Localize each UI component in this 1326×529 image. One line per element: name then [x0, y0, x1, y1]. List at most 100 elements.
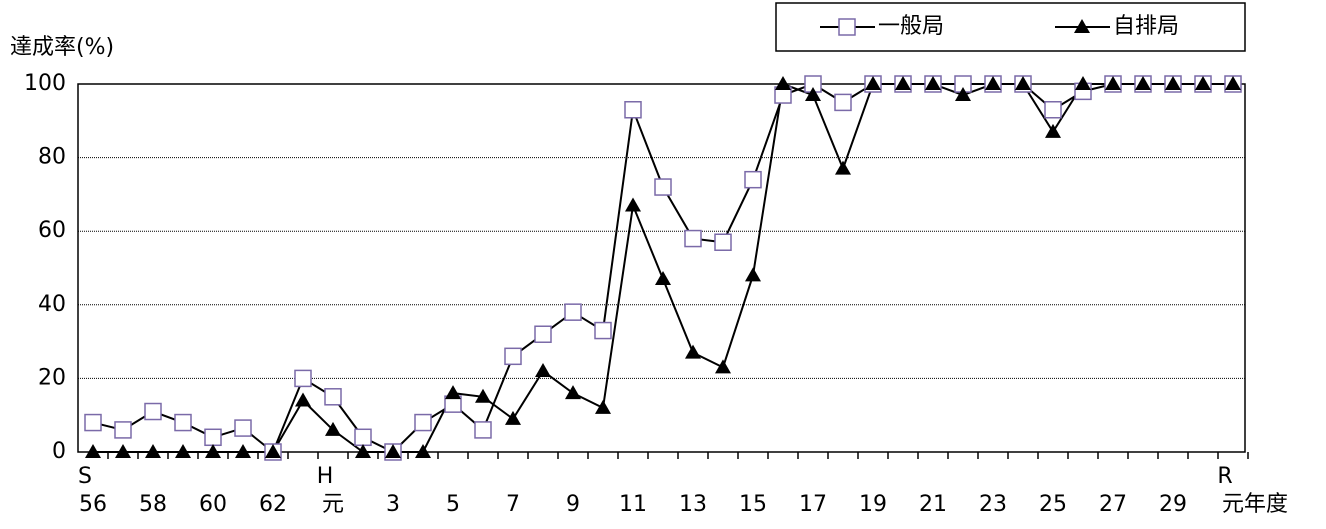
- legend-label: 自排局: [1113, 14, 1179, 39]
- data-point: [295, 392, 311, 407]
- legend-marker: [1074, 19, 1090, 33]
- data-point: [354, 428, 372, 447]
- legend-label: 一般局: [878, 14, 944, 39]
- x-tick-label: 19: [859, 492, 887, 517]
- x-tick-label: 9: [566, 492, 580, 517]
- data-point: [625, 197, 641, 212]
- era-label: S: [78, 464, 92, 489]
- y-tick-label: 0: [52, 439, 66, 464]
- data-point: [805, 87, 821, 102]
- data-point: [624, 101, 642, 119]
- data-point: [234, 419, 252, 437]
- data-point: [474, 421, 492, 439]
- x-axis-label: 年度: [1244, 492, 1288, 517]
- data-point: [505, 410, 521, 425]
- y-tick-label: 60: [38, 218, 66, 243]
- data-point: [834, 93, 852, 112]
- data-point: [385, 444, 401, 458]
- x-tick-label: 29: [1159, 492, 1187, 517]
- data-point: [324, 388, 342, 406]
- data-point: [475, 388, 491, 403]
- y-tick-label: 20: [38, 365, 66, 390]
- data-point: [265, 444, 281, 458]
- data-point: [445, 385, 461, 400]
- data-point: [355, 444, 371, 458]
- y-tick-label: 80: [38, 145, 66, 170]
- data-point: [1015, 76, 1031, 90]
- data-point: [835, 160, 851, 175]
- x-tick-label: 15: [739, 492, 767, 517]
- plot-frame: [77, 83, 1246, 453]
- y-axis-label: 達成率(%): [10, 35, 114, 60]
- x-tick-label: 3: [386, 492, 400, 517]
- data-point: [744, 170, 762, 189]
- data-point: [775, 76, 791, 90]
- x-tick-label: 27: [1099, 492, 1127, 517]
- data-point: [895, 76, 911, 90]
- x-tick-label: 元: [1222, 492, 1244, 517]
- x-tick-label: 13: [679, 492, 707, 517]
- x-tick-label: 23: [979, 492, 1007, 517]
- data-point: [595, 399, 611, 414]
- data-point: [1195, 76, 1211, 90]
- data-point: [115, 444, 131, 458]
- x-tick-label: 5: [446, 492, 460, 517]
- data-point: [1075, 76, 1091, 90]
- series-line: [93, 82, 1233, 453]
- data-point: [204, 428, 222, 447]
- data-point: [175, 444, 191, 458]
- data-point: [1045, 123, 1061, 138]
- data-point: [85, 444, 101, 458]
- data-point: [534, 325, 552, 343]
- data-point: [235, 444, 251, 458]
- data-point: [144, 402, 162, 421]
- data-point: [535, 363, 551, 378]
- data-point: [504, 347, 522, 366]
- data-point: [325, 421, 341, 436]
- data-point: [1044, 101, 1062, 119]
- x-tick-label: 58: [139, 492, 167, 517]
- data-point: [205, 444, 221, 458]
- data-point: [745, 267, 761, 282]
- era-label: R: [1217, 464, 1232, 489]
- data-point: [684, 229, 702, 248]
- data-point: [1105, 76, 1121, 90]
- x-tick-label: 62: [259, 492, 287, 517]
- data-point: [985, 76, 1001, 90]
- series-line: [92, 82, 1233, 454]
- data-point: [145, 444, 161, 458]
- data-point: [654, 178, 672, 196]
- x-tick-label: 56: [79, 492, 107, 517]
- data-point: [1225, 76, 1241, 90]
- data-point: [865, 76, 881, 90]
- era-label: H: [317, 464, 334, 489]
- x-tick-label: 60: [199, 492, 227, 517]
- data-point: [685, 344, 701, 359]
- data-point: [715, 359, 731, 374]
- data-point: [925, 76, 941, 90]
- legend-marker: [838, 18, 856, 36]
- data-point: [174, 413, 192, 432]
- data-point: [594, 321, 612, 340]
- y-tick-label: 100: [24, 71, 66, 96]
- x-tick-label: 17: [799, 492, 827, 517]
- x-tick-label: 21: [919, 492, 947, 517]
- y-tick-label: 40: [38, 292, 66, 317]
- data-point: [565, 385, 581, 400]
- data-point: [114, 421, 132, 439]
- data-point: [655, 271, 671, 286]
- x-tick-label: 11: [619, 492, 647, 517]
- data-point: [1135, 76, 1151, 90]
- data-point: [1165, 76, 1181, 90]
- data-point: [714, 233, 732, 251]
- x-tick-label: 7: [506, 492, 520, 517]
- x-tick-label: 25: [1039, 492, 1067, 517]
- data-point: [955, 87, 971, 102]
- data-point: [564, 303, 582, 321]
- data-point: [84, 413, 102, 432]
- data-point: [414, 413, 432, 432]
- x-tick-label: 元: [322, 492, 344, 517]
- data-point: [294, 369, 312, 388]
- data-point: [415, 444, 431, 458]
